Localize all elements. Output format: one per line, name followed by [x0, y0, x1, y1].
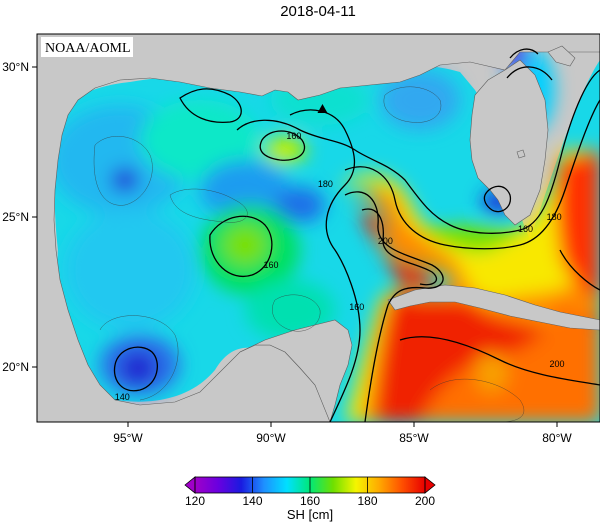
agency-label: NOAA/AOML — [45, 41, 131, 56]
contour-label: 200 — [549, 359, 564, 369]
contour-label: 200 — [378, 236, 393, 246]
platform-triangle-marker — [317, 104, 328, 113]
sea-height-field — [50, 37, 600, 422]
colorbar-unit-label: SH [cm] — [287, 507, 333, 522]
contour-label: 160 — [349, 302, 364, 312]
map-frame — [36, 33, 600, 423]
colorbar-tick-label: 140 — [242, 494, 262, 508]
landmasses — [37, 34, 600, 422]
longitude-axis: 95°W 90°W 85°W 80°W — [113, 422, 572, 445]
contour-label: 160 — [263, 260, 278, 270]
colorbar-tick-label: 160 — [300, 494, 320, 508]
contour-label: 160 — [518, 224, 533, 234]
lon-tick-label: 85°W — [399, 431, 429, 445]
latitude-axis: 30°N 25°N 20°N — [2, 60, 37, 374]
thin-contour-lines — [93, 86, 525, 422]
agency-label-box — [41, 37, 133, 57]
lon-tick-label: 80°W — [542, 431, 572, 445]
contour-labels: 160 180 160 200 160 140 160 180 200 — [115, 131, 565, 402]
lon-tick-label: 95°W — [113, 431, 143, 445]
map-title: 2018-04-11 — [280, 3, 356, 20]
contour-label: 160 — [286, 131, 301, 141]
contour-label: 180 — [547, 212, 562, 222]
colorbar-tick-label: 200 — [415, 494, 435, 508]
colorbar-ticks: 120 140 160 180 200 — [185, 477, 435, 508]
lat-tick-label: 30°N — [2, 60, 29, 74]
colorbar-tick-label: 120 — [185, 494, 205, 508]
lon-tick-label: 90°W — [256, 431, 286, 445]
lat-tick-label: 25°N — [2, 210, 29, 224]
contour-lines — [113, 48, 600, 422]
lat-tick-label: 20°N — [2, 360, 29, 374]
contour-label: 140 — [115, 392, 130, 402]
colorbar: 120 140 160 180 200 SH [cm] — [184, 476, 436, 522]
colorbar-high-arrow — [424, 476, 436, 494]
contour-label: 180 — [318, 179, 333, 189]
colorbar-low-arrow — [184, 476, 196, 494]
colorbar-tick-label: 180 — [357, 494, 377, 508]
map-panel: 160 180 160 200 160 140 160 180 200 NOAA/AOML — [37, 34, 600, 422]
